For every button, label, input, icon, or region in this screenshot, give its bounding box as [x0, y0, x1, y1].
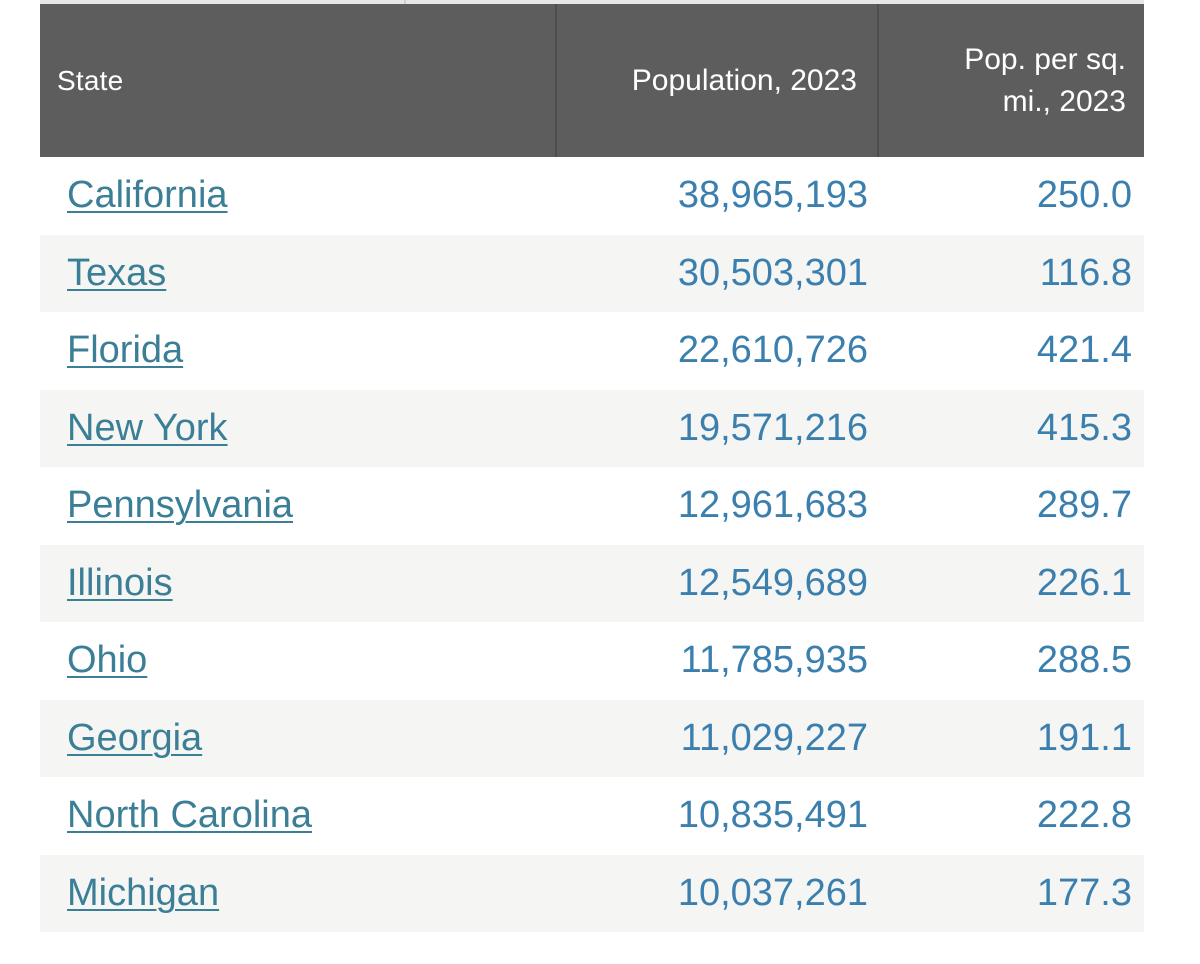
- density-cell: 116.8: [878, 234, 1144, 312]
- table-row: North Carolina 10,835,491 222.8: [40, 777, 1144, 855]
- density-cell: 421.4: [878, 312, 1144, 390]
- top-border: [40, 0, 1144, 4]
- population-cell: 10,037,261: [556, 854, 878, 932]
- state-population-table: State Population, 2023 Pop. per sq. mi.,…: [40, 4, 1144, 932]
- population-cell: 30,503,301: [556, 234, 878, 312]
- header-density-line1: Pop. per sq.: [964, 42, 1126, 76]
- density-cell: 226.1: [878, 544, 1144, 622]
- population-cell: 11,785,935: [556, 622, 878, 700]
- state-cell: Texas: [40, 234, 556, 312]
- density-cell: 177.3: [878, 854, 1144, 932]
- state-link[interactable]: Ohio: [67, 639, 148, 682]
- state-cell: Pennsylvania: [40, 467, 556, 545]
- state-cell: Florida: [40, 312, 556, 390]
- state-link[interactable]: California: [67, 174, 228, 217]
- state-link[interactable]: Georgia: [67, 716, 203, 759]
- population-cell: 12,549,689: [556, 544, 878, 622]
- density-cell: 250.0: [878, 157, 1144, 235]
- header-state[interactable]: State: [40, 4, 557, 157]
- table-row: Georgia 11,029,227 191.1: [40, 699, 1144, 777]
- table-row: Michigan 10,037,261 177.3: [40, 854, 1144, 932]
- state-cell: North Carolina: [40, 777, 556, 855]
- state-cell: California: [40, 157, 556, 235]
- state-link[interactable]: New York: [67, 406, 228, 449]
- state-cell: Michigan: [40, 854, 556, 932]
- header-density-line2: mi., 2023: [1002, 84, 1126, 118]
- population-cell: 10,835,491: [556, 777, 878, 855]
- table-row: Florida 22,610,726 421.4: [40, 312, 1144, 390]
- table-body: California 38,965,193 250.0 Texas 30,503…: [40, 157, 1144, 932]
- header-population[interactable]: Population, 2023: [556, 4, 879, 157]
- header-row: State Population, 2023 Pop. per sq. mi.,…: [40, 4, 1144, 157]
- population-cell: 22,610,726: [556, 312, 878, 390]
- population-cell: 11,029,227: [556, 699, 878, 777]
- state-cell: Georgia: [40, 699, 556, 777]
- state-cell: New York: [40, 389, 556, 467]
- header-density[interactable]: Pop. per sq. mi., 2023: [878, 4, 1144, 157]
- state-cell: Illinois: [40, 544, 556, 622]
- table-header: State Population, 2023 Pop. per sq. mi.,…: [40, 4, 1144, 157]
- density-cell: 191.1: [878, 699, 1144, 777]
- table-row: California 38,965,193 250.0: [40, 157, 1144, 235]
- population-cell: 38,965,193: [556, 157, 878, 235]
- table-row: Ohio 11,785,935 288.5: [40, 622, 1144, 700]
- state-link[interactable]: Pennsylvania: [67, 484, 294, 527]
- density-cell: 222.8: [878, 777, 1144, 855]
- table-row: Illinois 12,549,689 226.1: [40, 544, 1144, 622]
- density-cell: 289.7: [878, 467, 1144, 545]
- table-row: Texas 30,503,301 116.8: [40, 234, 1144, 312]
- state-link[interactable]: Florida: [67, 329, 184, 372]
- state-link[interactable]: Texas: [67, 251, 167, 294]
- table-row: New York 19,571,216 415.3: [40, 389, 1144, 467]
- population-cell: 19,571,216: [556, 389, 878, 467]
- density-cell: 288.5: [878, 622, 1144, 700]
- state-link[interactable]: North Carolina: [67, 794, 312, 837]
- state-cell: Ohio: [40, 622, 556, 700]
- top-border-notch: [404, 0, 406, 6]
- state-link[interactable]: Illinois: [67, 561, 173, 604]
- density-cell: 415.3: [878, 389, 1144, 467]
- table-row: Pennsylvania 12,961,683 289.7: [40, 467, 1144, 545]
- population-cell: 12,961,683: [556, 467, 878, 545]
- state-link[interactable]: Michigan: [67, 871, 220, 914]
